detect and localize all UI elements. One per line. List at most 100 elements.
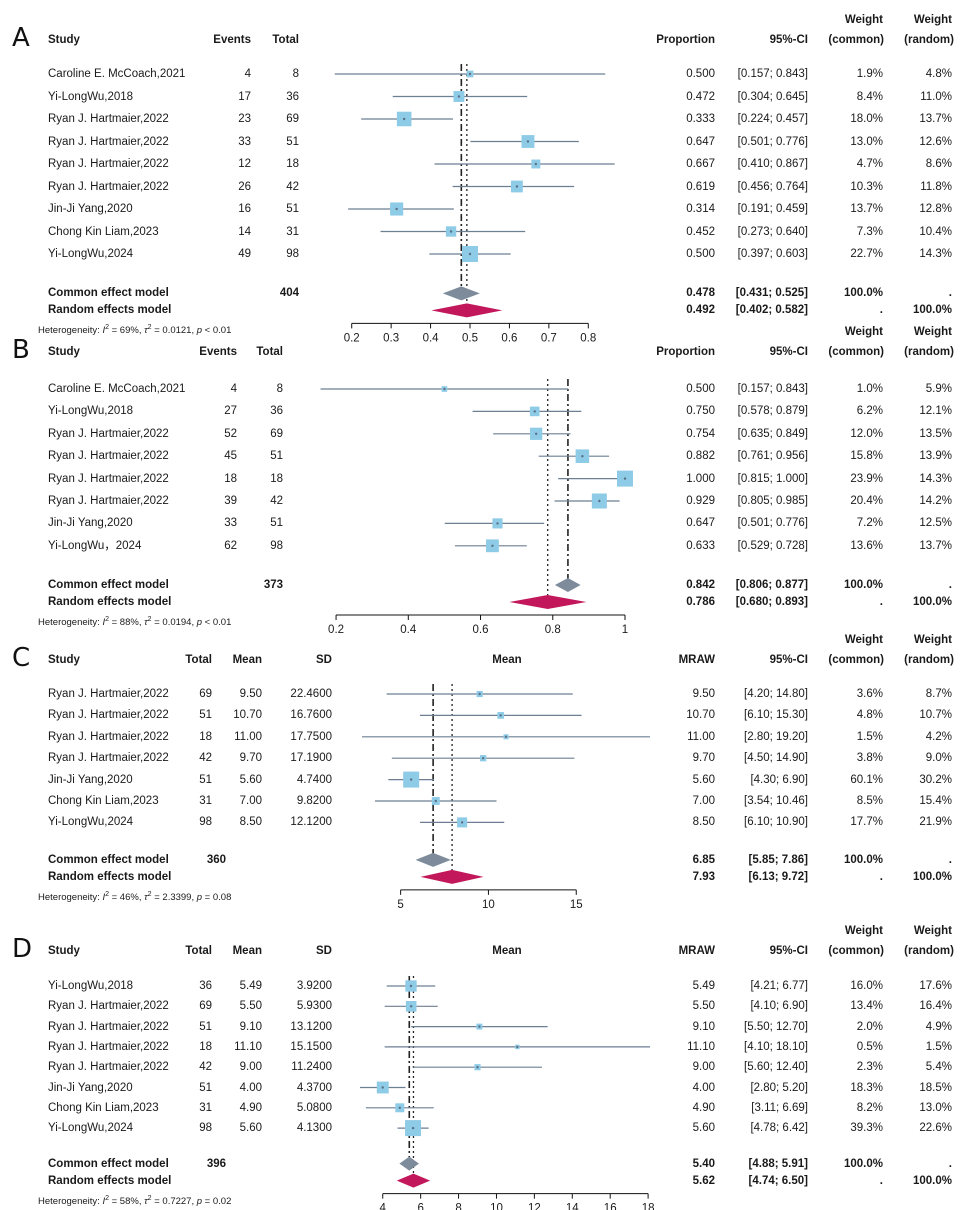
ci-value: [4.78; 6.42] (750, 1122, 808, 1135)
ci-value: [0.397; 0.603] (737, 248, 808, 260)
weight-common-value: 20.4% (850, 495, 883, 507)
weight-random-value: 13.7% (919, 113, 952, 125)
weight-random-value: 11.8% (920, 180, 952, 193)
study-point (409, 984, 413, 988)
col2-value: 51 (270, 517, 283, 530)
x-axis-tick-label: 5 (397, 899, 403, 911)
ci-value: [3.11; 6.69] (751, 1101, 808, 1114)
ci-value: [0.805; 0.985] (737, 495, 808, 507)
study-square (486, 539, 499, 553)
study-square (531, 159, 541, 169)
col3-value: 12.1200 (290, 816, 332, 829)
study-name: Yi-LongWu,2024 (48, 248, 134, 260)
col2-value: 9.10 (239, 1020, 262, 1033)
header-col1: Total (185, 654, 212, 666)
estimate-value: 9.10 (692, 1020, 715, 1033)
col1-value: 18 (224, 472, 237, 485)
study-square (530, 427, 543, 440)
heterogeneity-tauval: = 0.0194, (151, 617, 197, 629)
estimate-value: 4.90 (692, 1101, 715, 1114)
common-effect-ci: [0.431; 0.525] (735, 287, 808, 300)
weight-random-value: 30.2% (919, 773, 952, 786)
estimate-value: 0.882 (686, 450, 715, 463)
common-effect-ci: [4.88; 5.91] (748, 1157, 808, 1170)
common-effect-diamond (442, 286, 480, 301)
header-ci: 95%-CI (769, 34, 808, 46)
ci-value: [6.10; 15.30] (744, 709, 808, 722)
study-point (468, 252, 472, 256)
col2-value: 42 (286, 180, 299, 193)
col2-value: 9.70 (239, 752, 262, 765)
col2-value: 5.60 (239, 1122, 262, 1135)
col1-value: 23 (238, 113, 251, 125)
weight-random-value: 11.0% (920, 90, 952, 103)
study-name: Yi-LongWu,2018 (48, 90, 134, 103)
col1-value: 16 (238, 203, 251, 215)
study-name: Ryan J. Hartmaier,2022 (48, 450, 169, 463)
random-effects-weight-common: . (879, 1174, 883, 1187)
col3-value: 17.1900 (290, 752, 332, 765)
col3-value: 5.0800 (296, 1101, 332, 1114)
weight-common-value: 1.0% (856, 383, 883, 395)
weight-random-value: 17.6% (919, 980, 952, 992)
col3-value: 15.1500 (290, 1040, 332, 1053)
x-axis-tick-label: 12 (528, 1203, 541, 1210)
random-effects-ci: [0.402; 0.582] (735, 304, 808, 317)
study-square (503, 734, 509, 740)
superscript-two: 2 (105, 324, 109, 332)
study-square (497, 712, 505, 719)
common-effect-diamond (399, 1156, 419, 1171)
estimate-value: 0.452 (686, 225, 715, 238)
col1-value: 14 (238, 225, 251, 238)
study-square (462, 246, 478, 262)
weight-random-value: 16.4% (919, 1000, 952, 1013)
col1-value: 27 (224, 405, 237, 418)
header-col1: Total (185, 945, 212, 957)
col1-value: 4 (244, 68, 251, 80)
weight-common-value: 2.3% (856, 1061, 883, 1074)
weight-random-value: 13.0% (919, 1101, 952, 1114)
study-point (443, 387, 446, 391)
random-effects-diamond (509, 595, 587, 609)
heterogeneity-p: p (196, 892, 203, 903)
study-name: Jin-Ji Yang,2020 (48, 203, 133, 215)
ci-value: [0.501; 0.776] (737, 135, 808, 148)
study-name: Chong Kin Liam,2023 (48, 1101, 159, 1114)
header-col2: Total (272, 34, 299, 46)
estimate-value: 11.10 (687, 1040, 715, 1053)
study-name: Yi-LongWu,2018 (48, 980, 134, 992)
study-name: Ryan J. Hartmaier,2022 (48, 135, 169, 148)
random-effects-ci: [0.680; 0.893] (735, 596, 808, 608)
header-weight-random: Weight (913, 925, 952, 937)
weight-common-value: 7.2% (856, 517, 883, 530)
estimate-value: 5.60 (692, 1122, 715, 1135)
weight-random-value: 10.7% (919, 709, 952, 722)
heterogeneity-p: p (196, 1195, 203, 1207)
estimate-value: 0.500 (686, 383, 715, 395)
header-plot-label: Mean (492, 654, 522, 666)
col3-value: 17.7500 (290, 730, 332, 743)
study-point (504, 735, 508, 738)
heterogeneity-tau: τ (144, 892, 148, 903)
header-weight-common-sub: (common) (828, 654, 884, 666)
common-effect-weight-random: . (948, 287, 952, 300)
ci-value: [0.501; 0.776] (737, 517, 808, 530)
weight-common-value: 13.7% (850, 203, 883, 215)
heterogeneity-i2: I (102, 325, 106, 337)
ci-value: [4.21; 6.77] (750, 980, 808, 992)
study-name: Jin-Ji Yang,2020 (48, 517, 133, 530)
weight-common-value: 18.3% (850, 1081, 883, 1094)
ci-value: [4.10; 6.90] (750, 1000, 808, 1013)
col3-value: 22.4600 (290, 688, 332, 700)
heterogeneity-pval: = 0.02 (202, 1195, 232, 1207)
col2-value: 5.50 (239, 1000, 262, 1013)
study-point (409, 1005, 413, 1008)
header-weight-common: Weight (844, 634, 883, 646)
col3-value: 5.9300 (296, 1000, 332, 1013)
header-col3: SD (316, 945, 332, 957)
col2-value: 51 (286, 203, 299, 215)
weight-random-value: 18.5% (919, 1081, 952, 1094)
weight-common-value: 10.3% (850, 180, 883, 193)
header-weight-random-sub: (random) (904, 945, 954, 957)
heterogeneity-i2val: = 58%, (108, 1195, 145, 1207)
